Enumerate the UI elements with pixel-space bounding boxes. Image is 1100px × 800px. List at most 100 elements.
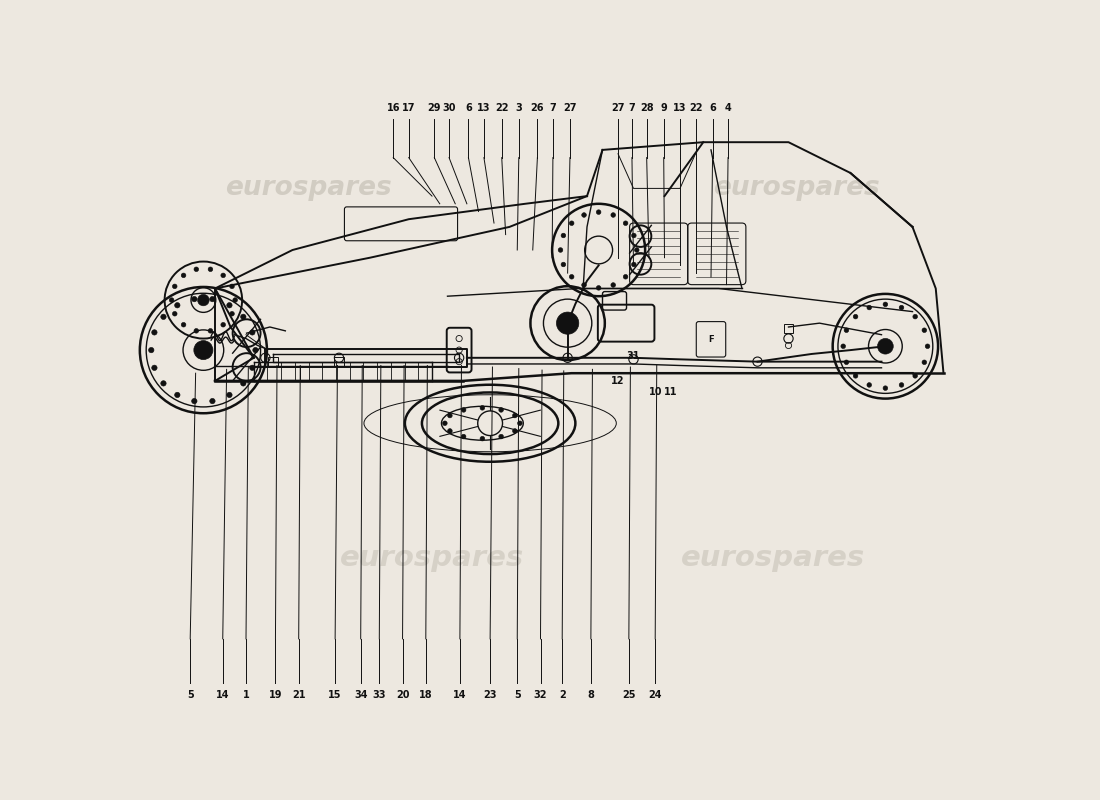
Text: 32: 32: [534, 690, 548, 701]
Circle shape: [442, 421, 448, 426]
Circle shape: [169, 298, 174, 302]
Text: 30: 30: [442, 103, 455, 113]
Circle shape: [250, 330, 255, 335]
Circle shape: [161, 314, 166, 319]
Bar: [334, 357, 343, 366]
Circle shape: [844, 328, 849, 333]
Text: 17: 17: [402, 103, 416, 113]
Text: F: F: [708, 335, 714, 344]
Circle shape: [570, 274, 574, 279]
Text: eurospares: eurospares: [340, 544, 524, 572]
Circle shape: [194, 329, 199, 333]
Text: 12: 12: [612, 376, 625, 386]
Circle shape: [148, 347, 154, 353]
Circle shape: [448, 414, 452, 418]
Circle shape: [840, 344, 846, 349]
Circle shape: [883, 386, 888, 390]
Circle shape: [561, 233, 565, 238]
Circle shape: [610, 282, 616, 287]
Text: 20: 20: [396, 690, 409, 701]
Circle shape: [448, 429, 452, 434]
Circle shape: [922, 328, 926, 333]
Circle shape: [241, 314, 246, 319]
Text: 34: 34: [354, 690, 367, 701]
Text: 3: 3: [516, 103, 522, 113]
Circle shape: [194, 267, 199, 271]
Circle shape: [194, 341, 213, 359]
Bar: [268, 357, 278, 366]
Text: 6: 6: [710, 103, 716, 113]
Bar: [784, 324, 793, 333]
Text: 5: 5: [187, 690, 194, 701]
Text: 14: 14: [216, 690, 230, 701]
Circle shape: [582, 213, 586, 218]
Circle shape: [480, 436, 485, 441]
Circle shape: [210, 297, 216, 302]
Circle shape: [221, 273, 226, 278]
Circle shape: [854, 374, 858, 378]
Circle shape: [498, 408, 504, 412]
Text: 25: 25: [623, 690, 636, 701]
Text: eurospares: eurospares: [224, 175, 392, 202]
Text: 13: 13: [477, 103, 491, 113]
Circle shape: [227, 392, 232, 398]
Text: 13: 13: [673, 103, 686, 113]
Circle shape: [498, 434, 504, 439]
Text: 22: 22: [495, 103, 508, 113]
Text: 33: 33: [373, 690, 386, 701]
Text: 4: 4: [725, 103, 732, 113]
Circle shape: [631, 262, 636, 267]
Circle shape: [878, 338, 893, 354]
Text: 22: 22: [689, 103, 702, 113]
Text: 6: 6: [465, 103, 472, 113]
Circle shape: [175, 302, 180, 308]
Text: 24: 24: [649, 690, 662, 701]
Circle shape: [182, 322, 186, 327]
Text: 2: 2: [559, 690, 565, 701]
Circle shape: [844, 360, 849, 365]
Circle shape: [250, 365, 255, 370]
Circle shape: [596, 286, 601, 290]
Text: eurospares: eurospares: [681, 544, 865, 572]
Circle shape: [624, 221, 628, 226]
Circle shape: [173, 284, 177, 289]
Circle shape: [191, 297, 197, 302]
Text: 31: 31: [627, 351, 640, 362]
Circle shape: [913, 374, 917, 378]
Circle shape: [557, 312, 579, 334]
Circle shape: [152, 330, 157, 335]
Circle shape: [198, 294, 209, 306]
Circle shape: [867, 382, 871, 387]
Circle shape: [518, 421, 522, 426]
Text: 7: 7: [550, 103, 557, 113]
Circle shape: [461, 434, 466, 439]
Text: 9: 9: [660, 103, 667, 113]
Circle shape: [867, 306, 871, 310]
Text: 29: 29: [428, 103, 441, 113]
Text: 7: 7: [628, 103, 636, 113]
Circle shape: [899, 382, 904, 387]
Text: 1: 1: [243, 690, 250, 701]
Circle shape: [221, 322, 226, 327]
Circle shape: [227, 302, 232, 308]
Circle shape: [173, 311, 177, 316]
Circle shape: [210, 398, 216, 404]
Circle shape: [570, 221, 574, 226]
Circle shape: [513, 429, 517, 434]
Circle shape: [596, 210, 601, 214]
Circle shape: [208, 329, 212, 333]
Circle shape: [241, 381, 246, 386]
Text: eurospares: eurospares: [713, 175, 880, 202]
Circle shape: [230, 284, 234, 289]
Text: 27: 27: [612, 103, 625, 113]
Circle shape: [513, 414, 517, 418]
Circle shape: [182, 273, 186, 278]
Circle shape: [191, 398, 197, 404]
Circle shape: [883, 302, 888, 306]
Text: 18: 18: [419, 690, 432, 701]
Text: 21: 21: [292, 690, 306, 701]
Text: 26: 26: [530, 103, 544, 113]
Circle shape: [152, 365, 157, 370]
Circle shape: [624, 274, 628, 279]
Circle shape: [233, 298, 238, 302]
